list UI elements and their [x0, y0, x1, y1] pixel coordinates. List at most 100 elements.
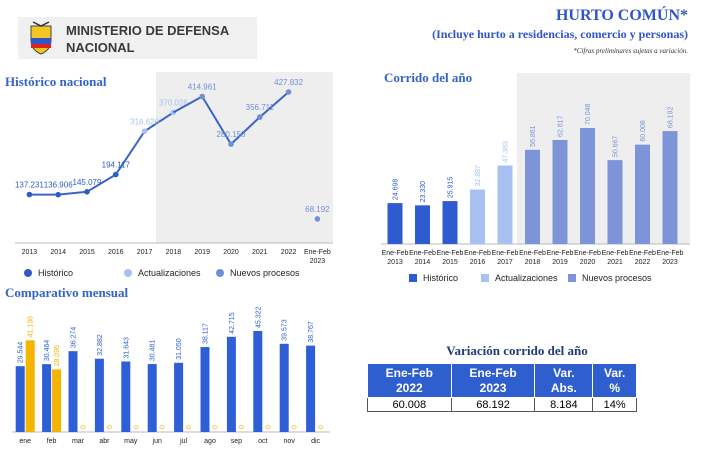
- bar: [52, 369, 62, 432]
- value-label: 0: [160, 425, 167, 429]
- value-label: 427.832: [274, 78, 303, 87]
- legend-label: Histórico: [38, 268, 73, 278]
- bar: [635, 144, 650, 244]
- value-label: 56.861: [530, 125, 537, 147]
- x-tick-label: ago: [204, 438, 216, 445]
- legend-marker: [481, 274, 489, 282]
- point: [285, 89, 292, 95]
- value-label: 62.817: [558, 115, 565, 137]
- x-tick-label: 2019: [194, 249, 210, 256]
- value-label: 0: [265, 425, 272, 429]
- legend-marker: [216, 269, 224, 277]
- table-header: Ene-Feb 2022: [367, 363, 452, 398]
- bar: [525, 149, 540, 244]
- value-label: 356.711: [246, 103, 275, 112]
- legend-label: Actualizaciones: [495, 273, 558, 283]
- point: [55, 191, 61, 198]
- value-label: 38.117: [203, 323, 210, 344]
- bar: [15, 366, 25, 432]
- value-label: 414.961: [188, 83, 217, 92]
- point: [199, 93, 205, 100]
- legend-label: Actualizaciones: [138, 268, 201, 278]
- value-label: 32.887: [475, 165, 482, 187]
- x-tick-label: Ene-Feb 2017: [491, 250, 519, 266]
- x-tick-label: Ene-Feb 2013: [381, 250, 409, 266]
- bar: [253, 331, 263, 432]
- point: [257, 114, 263, 120]
- bar: [147, 364, 157, 432]
- value-label: 0: [81, 425, 88, 429]
- table-header-row: Ene-Feb 2022 Ene-Feb 2023 Var. Abs. Var.…: [367, 363, 637, 398]
- x-tick-label: 2013: [21, 249, 38, 256]
- bar: [42, 364, 52, 432]
- value-label: 60.008: [640, 120, 647, 142]
- point: [228, 141, 234, 147]
- table-cell: 8.184: [534, 397, 594, 412]
- bar: [25, 340, 35, 432]
- x-tick-label: Ene-Feb 2018: [519, 250, 546, 266]
- value-label: 32.882: [97, 334, 104, 356]
- x-tick-label: jul: [180, 438, 188, 445]
- bar: [662, 131, 678, 244]
- point: [26, 191, 33, 198]
- x-tick-label: Ene-Feb 2016: [464, 250, 491, 266]
- highlight-band: [156, 72, 333, 243]
- legend-marker: [24, 269, 32, 277]
- x-tick-label: Ene-Feb 2022: [629, 250, 656, 266]
- value-label: 28.096: [54, 345, 61, 367]
- value-label: 47.383: [503, 141, 510, 163]
- point: [141, 128, 148, 135]
- chart-title: Corrido del año: [384, 70, 472, 85]
- value-label: 0: [186, 425, 193, 429]
- value-label: 38.767: [308, 321, 315, 343]
- x-tick-label: 2015: [79, 249, 95, 256]
- point: [84, 188, 90, 195]
- value-label: 68.192: [668, 107, 675, 129]
- x-tick-label: 2017: [136, 249, 153, 256]
- bar: [442, 201, 458, 244]
- x-tick-label: Ene-Feb 2014: [409, 250, 436, 266]
- value-label: 194.117: [102, 160, 131, 169]
- value-label: 45.322: [255, 306, 262, 328]
- highlight-band: [517, 73, 690, 244]
- bar: [497, 165, 513, 244]
- value-label: 280.150: [217, 130, 246, 139]
- table-cell: 14%: [592, 397, 637, 412]
- value-label: 0: [239, 425, 246, 429]
- value-label: 68.192: [305, 205, 330, 214]
- value-label: 0: [133, 425, 140, 429]
- x-tick-label: Ene-Feb 2023: [656, 250, 684, 266]
- bar: [121, 361, 131, 432]
- bar: [552, 139, 568, 244]
- value-label: 31.643: [123, 337, 130, 359]
- x-tick-label: Ene-Feb 2021: [601, 250, 629, 266]
- table-header: Ene-Feb 2023: [450, 363, 536, 398]
- line: [29, 173, 117, 196]
- value-label: 23.330: [420, 181, 427, 203]
- table-cell: 68.192: [450, 397, 536, 412]
- bar: [279, 343, 289, 432]
- value-label: 42.715: [229, 312, 236, 334]
- x-tick-label: Ene-Feb 2019: [546, 250, 574, 266]
- table-header: Var. Abs.: [534, 363, 594, 398]
- value-label: 137.231: [15, 181, 44, 190]
- x-tick-label: ene: [19, 438, 32, 445]
- value-label: 50.667: [613, 136, 620, 158]
- x-tick-label: dic: [311, 438, 321, 445]
- x-tick-label: Ene-Feb 2015: [436, 250, 464, 266]
- value-label: 30.464: [44, 340, 51, 362]
- page-subtitle: (Incluye hurto a residencias, comercio y…: [432, 27, 688, 41]
- value-label: 30.481: [150, 340, 157, 362]
- value-label: 0: [213, 425, 220, 429]
- chart-title: Comparativo mensual: [5, 285, 129, 300]
- x-tick-label: 2021: [252, 249, 268, 256]
- bar: [226, 336, 236, 432]
- value-label: 370.026: [159, 98, 188, 107]
- x-tick-label: mar: [71, 438, 85, 445]
- table-row: 60.008 68.192 8.184 14%: [367, 397, 637, 412]
- bar: [68, 351, 78, 432]
- bar: [580, 128, 595, 244]
- bar: [387, 203, 403, 244]
